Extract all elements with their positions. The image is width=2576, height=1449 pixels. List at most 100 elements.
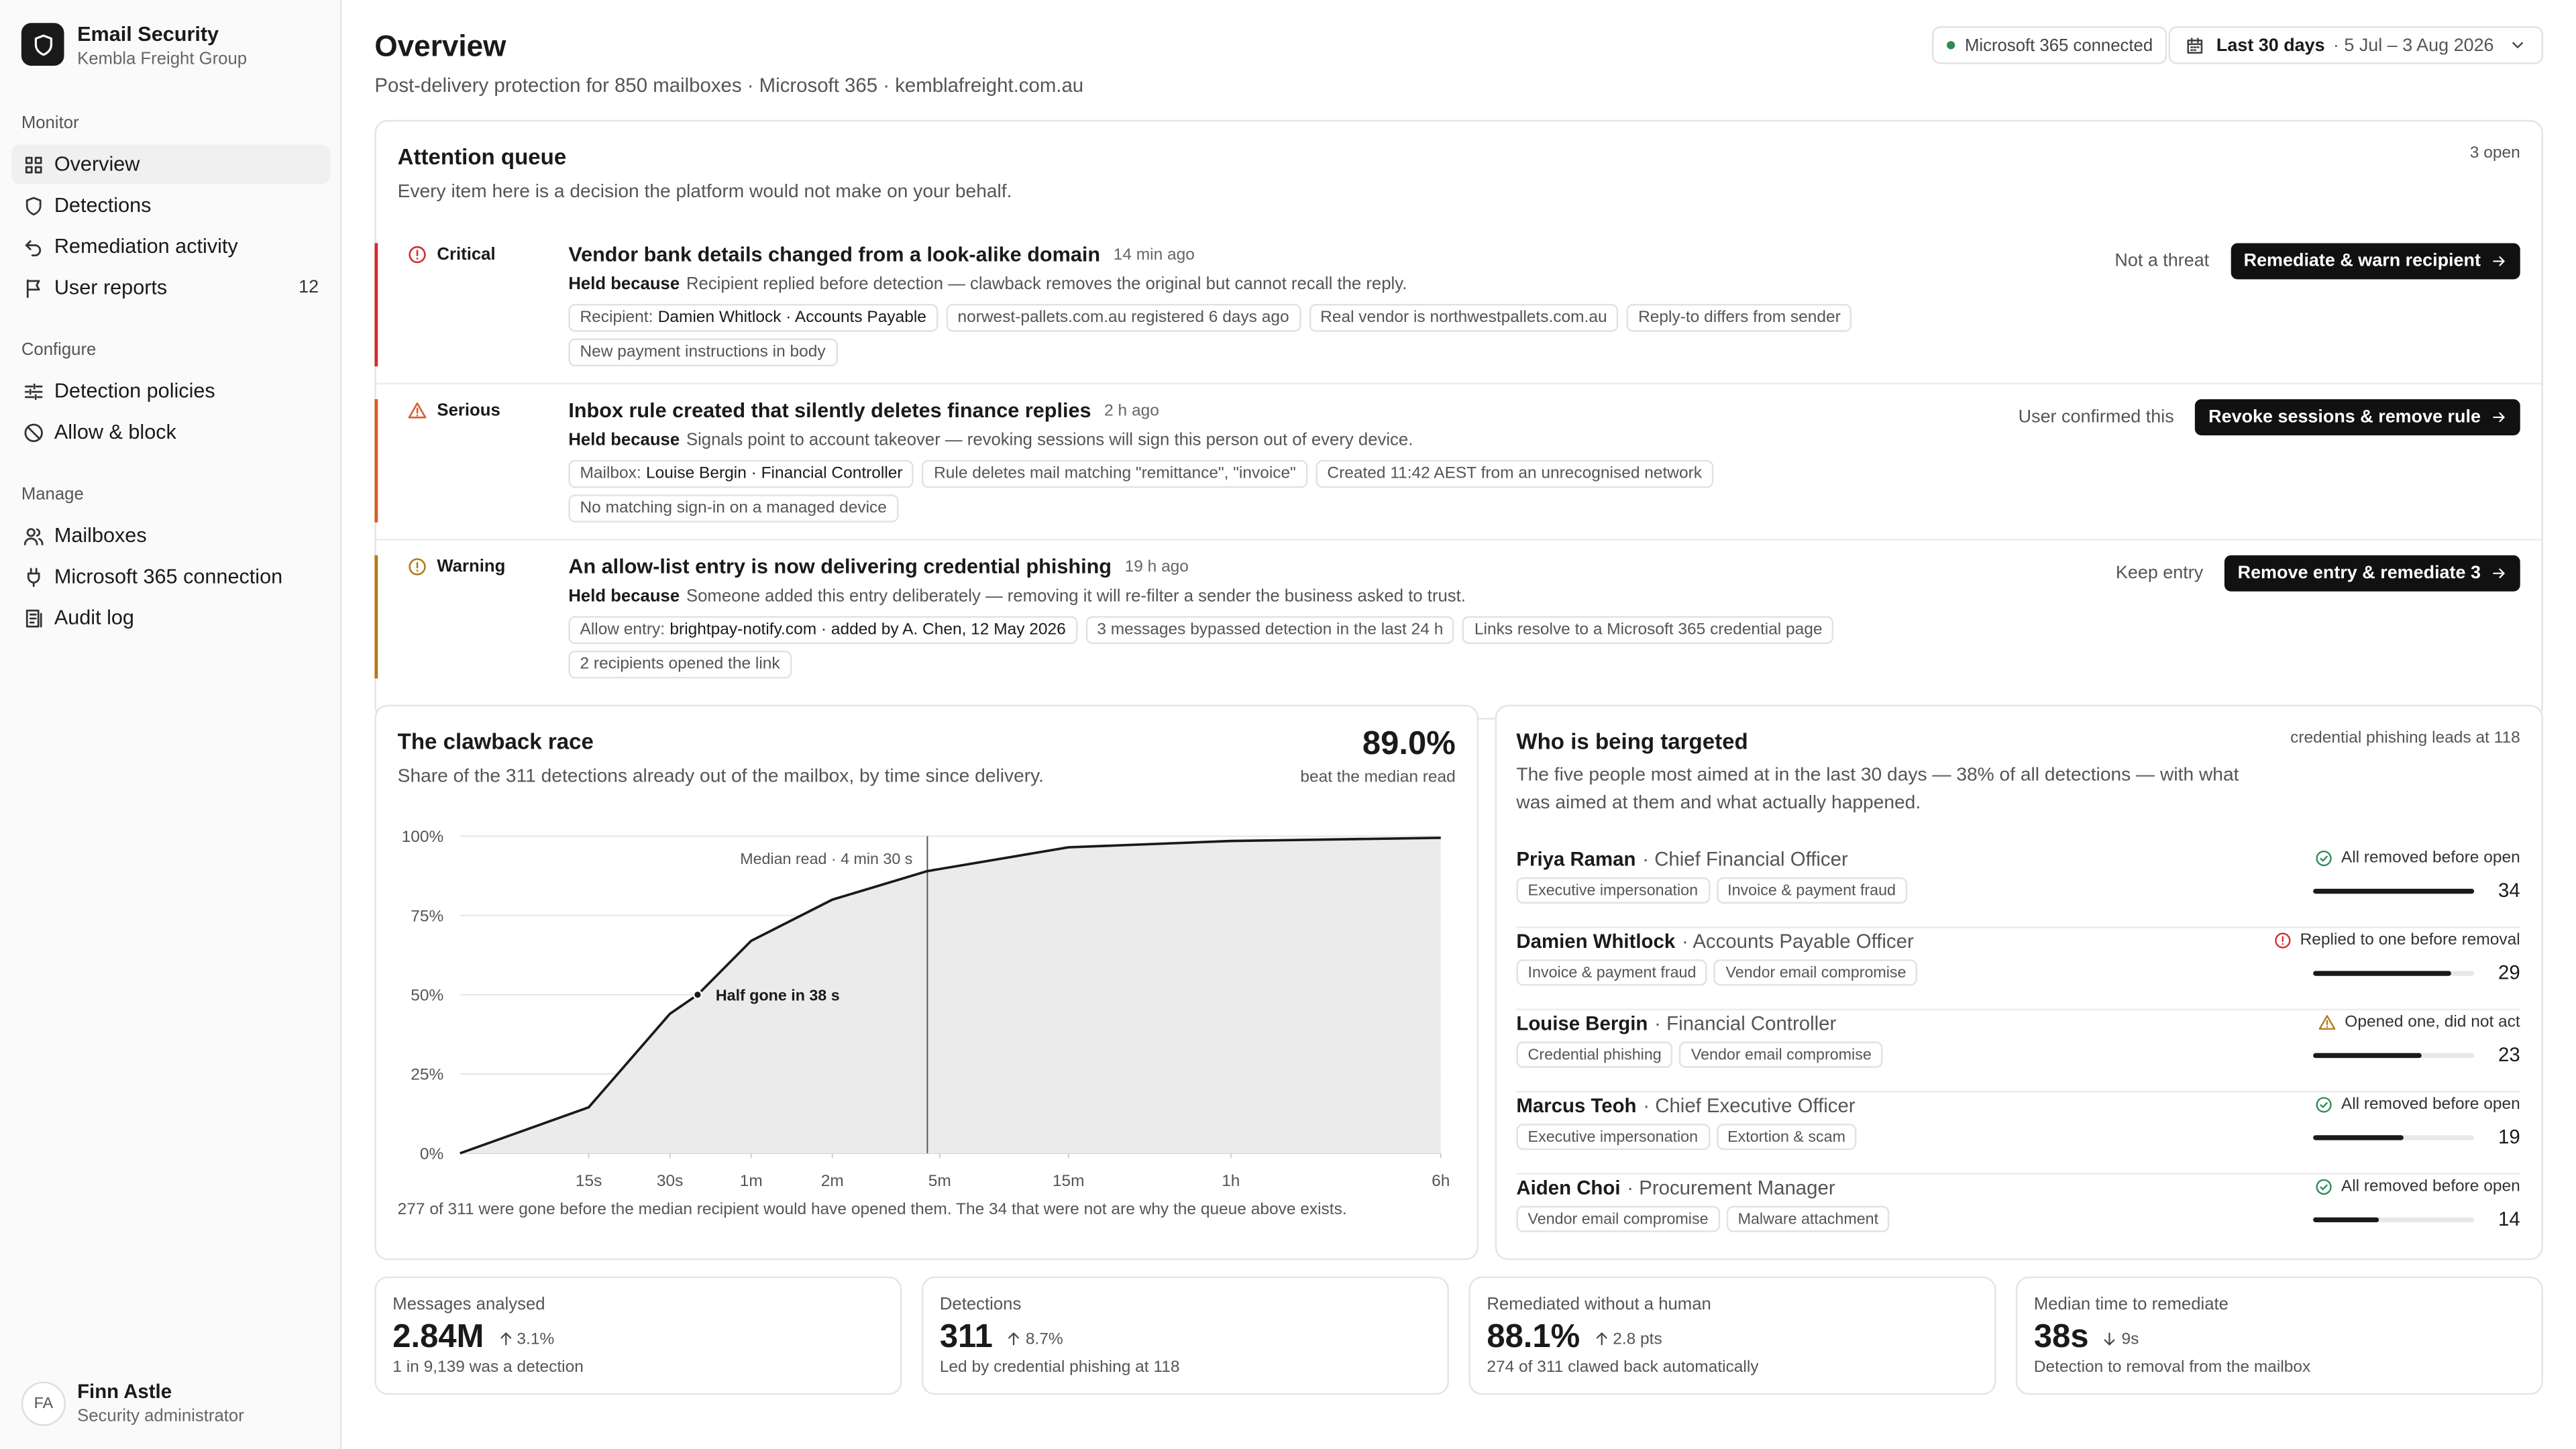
secondary-action[interactable]: Not a threat: [2114, 251, 2210, 272]
bar: [2313, 1135, 2404, 1140]
queue-list: Critical Vendor bank details changed from…: [374, 228, 2542, 695]
tag: Extortion & scam: [1715, 1124, 1858, 1150]
icon-stroke: [38, 537, 44, 545]
tag: norwest-pallets.com.au registered 6 days…: [946, 304, 1301, 332]
item-title: Vendor bank details changed from a look-…: [568, 243, 1101, 266]
queue-item: Serious Inbox rule created that silently …: [374, 382, 2542, 539]
icon: [23, 527, 44, 545]
held-label: Held because: [568, 430, 680, 451]
nav-section-title: Manage: [21, 484, 84, 504]
connection-status: Microsoft 365 connected: [1932, 26, 2168, 64]
secondary-action[interactable]: User confirmed this: [2018, 407, 2174, 427]
icon-stroke: [24, 384, 43, 398]
tag: Credential phishing: [1516, 1041, 1673, 1068]
targets-note: credential phishing leads at 118: [2290, 729, 2520, 748]
chart-headline-caption: beat the median read: [1300, 769, 1456, 788]
nav-label: Remediation activity: [54, 235, 238, 258]
held-text: Signals point to account takeover — revo…: [686, 430, 1413, 451]
icon: [2316, 849, 2332, 865]
median-label: Median read · 4 min 30 s: [740, 850, 912, 867]
queue-title: Attention queue: [397, 144, 567, 170]
nav-item[interactable]: Overview: [11, 144, 331, 184]
icon-stroke: [2320, 1101, 2328, 1108]
primary-action[interactable]: Remove entry & remediate 3: [2224, 555, 2520, 592]
held-line: Held because Someone added this entry del…: [568, 583, 2518, 609]
target-name-line: Priya Raman · Chief Financial Officer: [1516, 846, 1847, 872]
held-line: Held because Signals point to account tak…: [568, 427, 2518, 453]
date-range[interactable]: Last 30 days · 5 Jul – 3 Aug 2026: [2168, 26, 2544, 64]
highlight-label: Half gone in 38 s: [716, 986, 840, 1004]
secondary-action[interactable]: Keep entry: [2115, 564, 2204, 584]
tag: No matching sign-in on a managed device: [568, 494, 899, 523]
nav-label: Detection policies: [54, 379, 215, 403]
nav-item[interactable]: Mailboxes: [11, 516, 330, 555]
kpi-change-text: 8.7%: [1025, 1330, 1063, 1348]
nav-item[interactable]: Detection policies: [11, 371, 330, 411]
app-logo: [21, 23, 64, 66]
y-tick-label: 75%: [411, 907, 443, 925]
icon: [2512, 42, 2523, 48]
nav-item[interactable]: Microsoft 365 connection: [11, 557, 330, 596]
item-actions: User confirmed this Revoke sessions & rem…: [2019, 399, 2520, 435]
severity: Critical: [407, 241, 496, 268]
target-tags: Executive impersonation Extortion & scam: [1516, 1124, 1858, 1150]
target-role: · Financial Controller: [1654, 1012, 1837, 1035]
icon-stroke: [23, 537, 38, 545]
nav-item[interactable]: Remediation activity: [11, 227, 330, 266]
item-age: 19 h ago: [1124, 557, 1189, 576]
range-label: Last 30 days: [2216, 35, 2325, 56]
primary-action[interactable]: Remediate & warn recipient: [2231, 243, 2520, 280]
icon-stroke: [25, 156, 33, 164]
target-tags: Credential phishing Vendor email compromi…: [1516, 1041, 1883, 1068]
icon-stroke: [2499, 256, 2505, 266]
icon-stroke: [25, 608, 40, 627]
icon-stroke: [2319, 1014, 2336, 1029]
nav-item[interactable]: Audit log: [11, 598, 330, 637]
icon-stroke: [29, 612, 37, 623]
target-row: Priya Raman · Chief Financial Officer Exec…: [1516, 845, 2520, 928]
target-status: All removed before open: [2315, 1091, 2520, 1117]
highlight-point: [692, 989, 703, 1000]
count: 14: [2498, 1208, 2520, 1231]
icon: [2493, 256, 2505, 266]
tag: 3 messages bypassed detection in the las…: [1085, 616, 1455, 645]
target-name-line: Aiden Choi · Procurement Manager: [1516, 1175, 1835, 1201]
tag-value: Louise Bergin · Financial Controller: [646, 465, 903, 484]
nav-label: Microsoft 365 connection: [54, 565, 283, 588]
nav-item[interactable]: Detections: [11, 186, 330, 225]
y-tick-label: 100%: [402, 828, 444, 846]
chart-subtitle: Share of the 311 detections already out …: [397, 767, 1044, 788]
nav-label: Overview: [54, 152, 140, 176]
nav-item[interactable]: User reports 12: [11, 268, 330, 307]
page-subtitle: Post-delivery protection for 850 mailbox…: [374, 74, 1084, 97]
kpi-note: 274 of 311 clawed back automatically: [1487, 1358, 1759, 1377]
severity-bar: [374, 399, 378, 523]
icon-stroke: [24, 423, 43, 441]
icon-stroke: [34, 156, 42, 164]
nav-label: Allow & block: [54, 420, 176, 444]
tag-value: Damien Whitlock · Accounts Payable: [657, 309, 926, 327]
kpi-note: Detection to removal from the mailbox: [2033, 1358, 2311, 1377]
tag-key: Recipient:: [580, 309, 653, 327]
x-tick-label: 5m: [928, 1172, 951, 1190]
icon: [408, 402, 427, 419]
user-role: Security administrator: [77, 1406, 244, 1426]
icon-stroke: [409, 558, 426, 576]
nav-sections: Monitor Overview Detections Remediation act…: [11, 107, 331, 663]
icon-stroke: [1596, 1332, 1607, 1339]
target-tags: Vendor email compromise Malware attachmen…: [1516, 1205, 1890, 1232]
nav-item[interactable]: Allow & block: [11, 413, 330, 452]
status-text: All removed before open: [2341, 1177, 2520, 1195]
held-label: Held because: [568, 274, 680, 294]
icon: [25, 196, 42, 215]
kpi-card: Messages analysed 2.84M 3.1% 1 in 9,139 was…: [374, 1276, 902, 1395]
primary-action[interactable]: Revoke sessions & remove rule: [2195, 399, 2520, 435]
tag: Allow entry: brightpay-notify.com · added…: [568, 616, 1077, 645]
queue-item: Warning An allow-list entry is now delive…: [374, 539, 2542, 695]
target-name: Marcus Teoh: [1516, 1094, 1637, 1118]
item-age: 2 h ago: [1104, 401, 1159, 420]
target-row: Louise Bergin · Financial Controller Crede…: [1516, 1009, 2520, 1093]
icon-stroke: [2512, 42, 2523, 48]
x-tick-label: 15s: [576, 1172, 602, 1190]
icon: [24, 382, 43, 400]
